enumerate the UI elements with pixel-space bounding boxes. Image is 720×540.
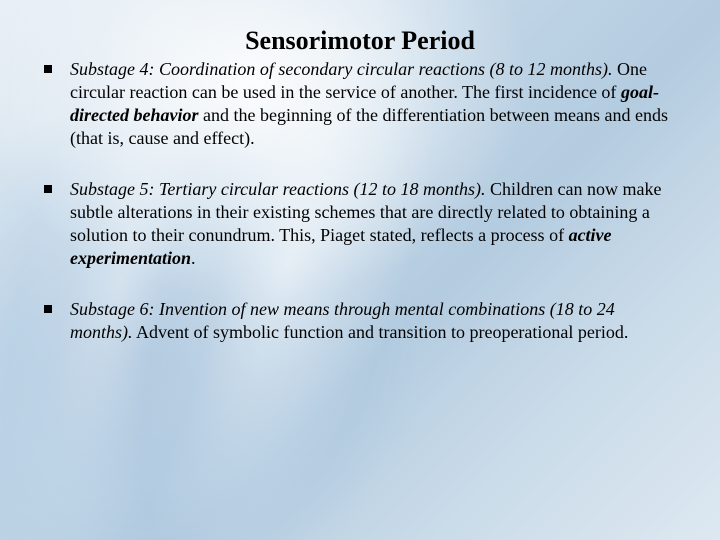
substage-lead: Substage 4: Coordination of secondary ci…: [70, 59, 612, 79]
body-text: .: [191, 248, 196, 268]
list-item: Substage 5: Tertiary circular reactions …: [40, 178, 680, 270]
substage-lead: Substage 5: Tertiary circular reactions …: [70, 179, 485, 199]
slide: Sensorimotor Period Substage 4: Coordina…: [0, 0, 720, 540]
bullet-list: Substage 4: Coordination of secondary ci…: [40, 58, 680, 344]
list-item: Substage 6: Invention of new means throu…: [40, 298, 680, 344]
slide-title: Sensorimotor Period: [40, 26, 680, 56]
list-item: Substage 4: Coordination of secondary ci…: [40, 58, 680, 150]
body-text: Advent of symbolic function and transiti…: [133, 322, 629, 342]
